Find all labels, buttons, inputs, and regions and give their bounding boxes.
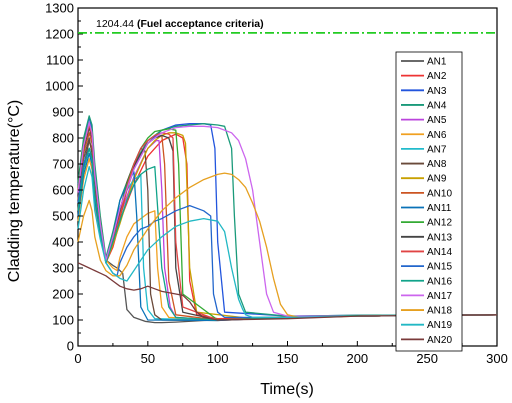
y-tick-label: 1300	[45, 1, 74, 16]
reference-label: 1204.44 (Fuel acceptance criteria)	[96, 18, 264, 30]
legend-label-an12: AN12	[427, 218, 452, 229]
x-tick-label: 50	[141, 351, 155, 366]
y-tick-label: 500	[52, 209, 74, 224]
legend-label-an19: AN19	[427, 320, 452, 331]
y-tick-label: 200	[52, 287, 74, 302]
series-line-an16	[77, 147, 498, 321]
legend-box	[395, 51, 463, 352]
y-tick-label: 1200	[45, 27, 74, 42]
x-tick-label: 300	[486, 351, 508, 366]
legend-label-an20: AN20	[427, 335, 452, 346]
legend-label-an8: AN8	[427, 159, 447, 170]
legend-label-an16: AN16	[427, 276, 452, 287]
axes: 0 50 100 150 200 250 300 0 100 200 300 400 500 600 700…	[45, 1, 508, 367]
y-tick-label: 1100	[46, 53, 74, 68]
y-tick-label: 900	[52, 105, 74, 120]
x-tick-label: 250	[416, 351, 438, 366]
series-layer	[77, 115, 498, 324]
y-tick-label: 600	[52, 183, 74, 198]
legend-label-an1: AN1	[427, 57, 447, 68]
legend-label-an6: AN6	[427, 130, 447, 141]
y-tick-label: 800	[52, 131, 74, 146]
series-line-an19	[77, 165, 498, 319]
legend-label-an9: AN9	[427, 174, 447, 185]
legend: AN1 AN2 AN3 AN4 AN5 AN6 AN7 AN8 AN9 AN10 AN11 AN12 A…	[395, 51, 463, 352]
y-tick-label: 0	[67, 339, 74, 354]
x-tick-label: 100	[207, 351, 229, 366]
x-tick-label: 0	[74, 351, 81, 366]
reference-line-group: 1204.44 (Fuel acceptance criteria)	[78, 18, 497, 34]
legend-label-an3: AN3	[427, 86, 447, 97]
series-line-an17	[77, 121, 498, 317]
legend-label-an4: AN4	[427, 100, 447, 111]
y-tick-label: 700	[52, 157, 74, 172]
y-tick-label: 1000	[45, 79, 74, 94]
legend-label-an18: AN18	[427, 306, 452, 317]
y-tick-label: 400	[52, 235, 74, 250]
legend-label-an14: AN14	[427, 247, 452, 258]
x-tick-label: 200	[346, 351, 368, 366]
legend-label-an10: AN10	[427, 188, 452, 199]
legend-label-an7: AN7	[427, 144, 447, 155]
reference-caption: (Fuel acceptance criteria)	[137, 18, 264, 30]
legend-label-an17: AN17	[427, 291, 452, 302]
x-tick-label: 150	[277, 351, 299, 366]
series-line-an18	[77, 172, 498, 319]
y-axis-title: Cladding temperature(°C)	[6, 100, 23, 282]
x-axis-title: Time(s)	[260, 381, 314, 398]
legend-label-an2: AN2	[427, 71, 447, 82]
legend-label-an13: AN13	[427, 232, 452, 243]
legend-label-an5: AN5	[427, 115, 447, 126]
legend-label-an15: AN15	[427, 262, 452, 273]
reference-value: 1204.44	[96, 18, 134, 30]
y-tick-label: 100	[52, 313, 74, 328]
series-line-an20	[77, 262, 498, 321]
legend-label-an11: AN11	[427, 203, 452, 214]
y-tick-label: 300	[52, 261, 74, 276]
